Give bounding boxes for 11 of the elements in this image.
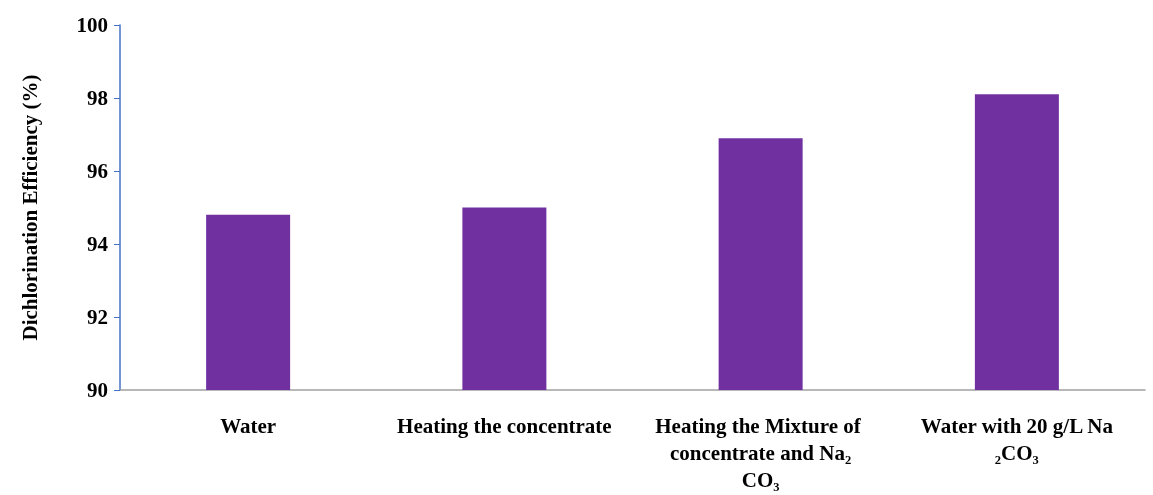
y-axis-title: Dichlorination Efficiency (%)	[17, 74, 42, 341]
x-tick-label: Water	[220, 413, 277, 438]
x-tick-label: Heating the concentrate	[397, 413, 612, 438]
y-tick-label: 90	[87, 378, 108, 402]
y-tick-label: 96	[87, 159, 108, 183]
x-tick-label: Heating the Mixture of concentrate and Na₂CO₃	[655, 413, 866, 492]
y-tick-label: 100	[76, 13, 108, 37]
x-tick-label: Water with 20 g/L Na₂CO₃	[920, 413, 1114, 465]
y-tick-label: 94	[87, 232, 109, 256]
y-tick-label: 92	[87, 305, 108, 329]
y-tick-label: 98	[87, 86, 108, 110]
